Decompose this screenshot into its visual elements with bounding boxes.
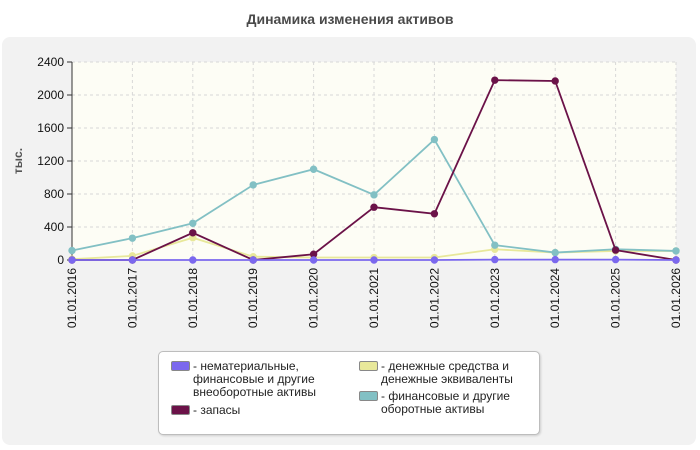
chart-title: Динамика изменения активов [246, 11, 454, 27]
series-point-2 [491, 76, 499, 84]
series-point-3 [189, 219, 197, 227]
series-point-0 [249, 256, 257, 264]
x-tick-label: 01.01.2026 [669, 268, 683, 328]
y-tick-label: 1600 [37, 121, 64, 135]
x-tick-label: 01.01.2017 [125, 268, 139, 328]
x-tick-label: 01.01.2023 [488, 268, 502, 328]
series-point-3 [672, 247, 680, 255]
series-point-3 [68, 246, 76, 255]
series-point-0 [551, 255, 559, 264]
series-point-3 [551, 248, 559, 257]
series-point-0 [309, 256, 318, 264]
legend-swatch [171, 405, 190, 415]
series-point-0 [370, 256, 378, 264]
series-point-0 [68, 256, 76, 264]
y-tick-label: 2000 [37, 88, 64, 102]
x-tick-label: 01.01.2016 [65, 268, 79, 328]
x-tick-label: 01.01.2021 [367, 268, 381, 328]
series-point-3 [491, 241, 499, 249]
series-point-3 [249, 181, 257, 189]
legend-label: - финансовые и другие оборотные активы [381, 389, 510, 416]
legend-label: - денежные средства и денежные эквивален… [381, 359, 513, 386]
series-point-3 [128, 234, 137, 242]
x-tick-label: 01.01.2020 [307, 268, 321, 328]
y-tick-label: 800 [44, 187, 64, 201]
series-point-2 [611, 246, 620, 254]
legend-swatch [359, 391, 378, 401]
x-tick-label: 01.01.2022 [427, 268, 441, 328]
series-point-0 [189, 256, 197, 264]
y-tick-label: 0 [57, 253, 64, 267]
x-tick-label: 01.01.2019 [246, 268, 260, 328]
x-tick-label: 01.01.2024 [548, 268, 562, 328]
legend-swatch [171, 361, 190, 371]
series-point-0 [672, 256, 680, 264]
x-tick-label: 01.01.2018 [186, 268, 200, 328]
series-point-3 [430, 135, 439, 144]
y-tick-label: 1200 [37, 154, 64, 168]
series-point-2 [551, 77, 559, 85]
series-point-0 [128, 256, 137, 264]
series-point-0 [430, 256, 439, 264]
x-tick-label: 01.01.2025 [609, 268, 623, 328]
y-axis-label: тыс. [11, 148, 25, 174]
series-point-0 [611, 255, 620, 264]
legend-label: - нематериальные, финансовые и другие вн… [193, 359, 316, 399]
series-point-2 [189, 229, 197, 237]
y-tick-label: 2400 [37, 55, 64, 69]
legend-swatch [359, 361, 378, 371]
series-point-2 [370, 203, 378, 211]
series-point-3 [370, 191, 378, 199]
series-point-0 [491, 255, 499, 264]
y-tick-label: 400 [44, 220, 64, 234]
series-point-2 [430, 210, 439, 218]
legend-label: - запасы [193, 403, 241, 417]
series-point-3 [309, 165, 318, 173]
chart-legend: - нематериальные, финансовые и другие вн… [158, 351, 540, 435]
chart-svg: 0 400 800 1200 1600 2000 2400 01.01.2016 01.01.2… [11, 55, 683, 328]
